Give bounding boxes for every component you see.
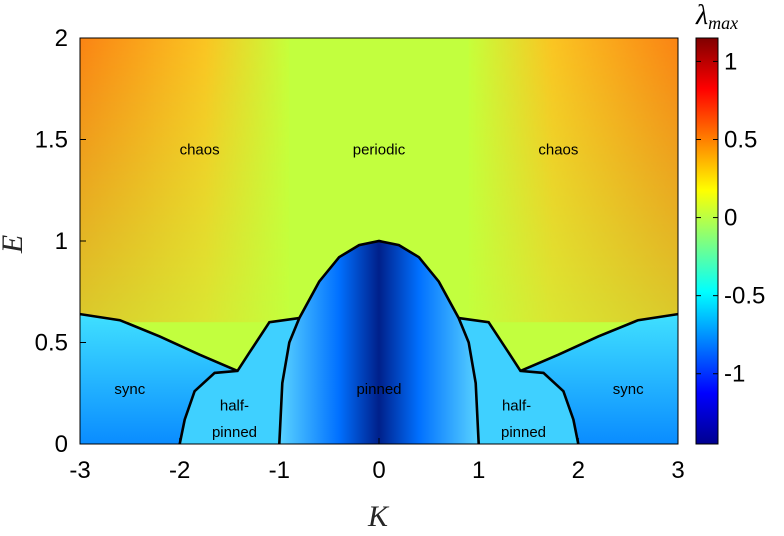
boundary-pinned bbox=[278, 239, 480, 444]
pinned-region bbox=[279, 241, 479, 444]
x-tick-label: -1 bbox=[269, 457, 290, 484]
x-tick-label: 3 bbox=[671, 457, 684, 484]
half-pinned-region-right bbox=[458, 318, 579, 444]
chaos-region-left bbox=[80, 38, 290, 323]
colorbar-label-main: λ bbox=[695, 0, 708, 31]
y-axis-label: E bbox=[0, 235, 29, 254]
region-label-half: half- bbox=[220, 397, 249, 414]
x-tick-label: 0 bbox=[372, 457, 385, 484]
y-tick-label: 1.5 bbox=[35, 127, 68, 154]
boundary-sync-left bbox=[80, 312, 239, 373]
x-tick-label: 2 bbox=[572, 457, 585, 484]
colorbar-tick-label: -0.5 bbox=[724, 283, 765, 310]
x-tick-label: -3 bbox=[69, 457, 90, 484]
sync-region-right bbox=[520, 314, 678, 444]
chaos-region-right bbox=[468, 38, 678, 323]
x-tick-label: -2 bbox=[169, 457, 190, 484]
colorbar-tick-label: 0.5 bbox=[724, 127, 757, 154]
region-label-chaos: chaos bbox=[180, 142, 220, 159]
region-label-sync: sync bbox=[114, 381, 145, 398]
region-label-pinned: pinned bbox=[212, 424, 257, 441]
region-label-sync: sync bbox=[613, 381, 644, 398]
boundary-sync-right bbox=[519, 312, 678, 373]
region-label-half: half- bbox=[502, 397, 531, 414]
colorbar-tick-label: -1 bbox=[724, 361, 745, 388]
colorbar-gradient bbox=[695, 37, 719, 445]
y-tick-label: 0.5 bbox=[35, 330, 68, 357]
region-label-periodic: periodic bbox=[353, 142, 406, 159]
region-label-chaos: chaos bbox=[538, 142, 578, 159]
x-tick-label: 1 bbox=[472, 457, 485, 484]
half-pinned-region-left bbox=[179, 318, 300, 444]
region-label-pinned: pinned bbox=[356, 381, 401, 398]
colorbar-ticks: 1 0.5 0 -0.5 -1 bbox=[696, 48, 765, 388]
heatmap-plot-area bbox=[80, 38, 678, 444]
sync-region-left bbox=[80, 314, 238, 444]
y-tick-label: 1 bbox=[55, 228, 68, 255]
y-axis-ticks: 0 0.5 1 1.5 2 bbox=[35, 25, 86, 458]
colorbar-label: λmax bbox=[695, 0, 738, 33]
colorbar: 1 0.5 0 -0.5 -1 λmax bbox=[695, 0, 765, 445]
y-tick-label: 0 bbox=[55, 431, 68, 458]
boundary-half-pinned-left bbox=[178, 316, 300, 444]
colorbar-tick-label: 0 bbox=[724, 205, 737, 232]
colorbar-tick-label: 1 bbox=[724, 48, 737, 75]
region-labels: chaos periodic chaos sync half-pinned pinned h… bbox=[114, 142, 644, 441]
boundary-half-pinned-right bbox=[458, 316, 580, 444]
colorbar-label-sub: max bbox=[708, 13, 738, 33]
x-axis-label: K bbox=[367, 500, 390, 533]
y-tick-label: 2 bbox=[55, 25, 68, 52]
region-label-pinned: pinned bbox=[501, 424, 546, 441]
x-axis-ticks: -3 -2 -1 0 1 2 3 bbox=[69, 438, 685, 484]
